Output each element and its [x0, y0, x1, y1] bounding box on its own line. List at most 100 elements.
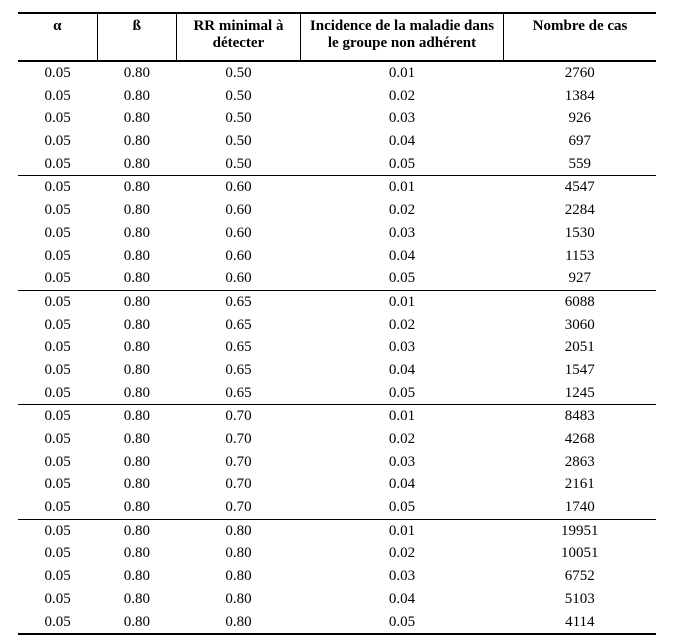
- cell-incidence: 0.05: [300, 153, 503, 176]
- table-row: 0.050.800.600.014547: [18, 176, 656, 199]
- table-row: 0.050.800.700.051740: [18, 496, 656, 519]
- col-header-beta: ß: [97, 13, 176, 61]
- cell-cas: 4268: [504, 428, 656, 451]
- cell-rr: 0.50: [176, 61, 300, 85]
- cell-incidence: 0.03: [300, 336, 503, 359]
- cell-incidence: 0.03: [300, 565, 503, 588]
- cell-beta: 0.80: [97, 290, 176, 313]
- cell-beta: 0.80: [97, 314, 176, 337]
- cell-beta: 0.80: [97, 359, 176, 382]
- cell-rr: 0.50: [176, 153, 300, 176]
- cell-cas: 5103: [504, 588, 656, 611]
- table-row: 0.050.800.500.012760: [18, 61, 656, 85]
- cell-rr: 0.70: [176, 496, 300, 519]
- cell-rr: 0.80: [176, 565, 300, 588]
- cell-cas: 10051: [504, 542, 656, 565]
- table-row: 0.050.800.700.024268: [18, 428, 656, 451]
- cell-beta: 0.80: [97, 496, 176, 519]
- cell-incidence: 0.02: [300, 314, 503, 337]
- table-header: α ß RR minimal à détecter Incidence de l…: [18, 13, 656, 61]
- cell-cas: 8483: [504, 405, 656, 428]
- cell-beta: 0.80: [97, 565, 176, 588]
- table-row: 0.050.800.600.022284: [18, 199, 656, 222]
- cell-rr: 0.50: [176, 107, 300, 130]
- col-header-alpha: α: [18, 13, 97, 61]
- cell-beta: 0.80: [97, 382, 176, 405]
- cell-rr: 0.80: [176, 519, 300, 542]
- table-row: 0.050.800.500.04697: [18, 130, 656, 153]
- cell-beta: 0.80: [97, 107, 176, 130]
- table-row: 0.050.800.700.032863: [18, 451, 656, 474]
- cell-rr: 0.80: [176, 611, 300, 635]
- cell-alpha: 0.05: [18, 107, 97, 130]
- cell-incidence: 0.04: [300, 359, 503, 382]
- cell-rr: 0.50: [176, 85, 300, 108]
- table-row: 0.050.800.600.041153: [18, 245, 656, 268]
- cell-incidence: 0.05: [300, 496, 503, 519]
- cell-beta: 0.80: [97, 473, 176, 496]
- table-group: 0.050.800.600.0145470.050.800.600.022284…: [18, 176, 656, 290]
- cell-cas: 1740: [504, 496, 656, 519]
- table-row: 0.050.800.800.0210051: [18, 542, 656, 565]
- cell-alpha: 0.05: [18, 176, 97, 199]
- table-row: 0.050.800.800.045103: [18, 588, 656, 611]
- cell-incidence: 0.04: [300, 473, 503, 496]
- cell-incidence: 0.01: [300, 290, 503, 313]
- cell-rr: 0.70: [176, 473, 300, 496]
- cell-rr: 0.70: [176, 451, 300, 474]
- cell-alpha: 0.05: [18, 428, 97, 451]
- cell-beta: 0.80: [97, 542, 176, 565]
- cell-incidence: 0.03: [300, 107, 503, 130]
- cell-alpha: 0.05: [18, 85, 97, 108]
- cell-alpha: 0.05: [18, 382, 97, 405]
- cell-beta: 0.80: [97, 267, 176, 290]
- cell-cas: 1245: [504, 382, 656, 405]
- sample-size-table: α ß RR minimal à détecter Incidence de l…: [18, 12, 656, 635]
- table-row: 0.050.800.650.032051: [18, 336, 656, 359]
- cell-alpha: 0.05: [18, 199, 97, 222]
- cell-cas: 926: [504, 107, 656, 130]
- cell-cas: 1153: [504, 245, 656, 268]
- cell-alpha: 0.05: [18, 588, 97, 611]
- table-group: 0.050.800.800.01199510.050.800.800.02100…: [18, 519, 656, 634]
- table-row: 0.050.800.600.05927: [18, 267, 656, 290]
- cell-rr: 0.80: [176, 588, 300, 611]
- col-header-cas: Nombre de cas: [504, 13, 656, 61]
- table-row: 0.050.800.650.016088: [18, 290, 656, 313]
- cell-incidence: 0.04: [300, 130, 503, 153]
- cell-incidence: 0.05: [300, 267, 503, 290]
- cell-rr: 0.65: [176, 382, 300, 405]
- cell-alpha: 0.05: [18, 314, 97, 337]
- cell-cas: 1384: [504, 85, 656, 108]
- cell-alpha: 0.05: [18, 473, 97, 496]
- cell-beta: 0.80: [97, 428, 176, 451]
- table-row: 0.050.800.650.023060: [18, 314, 656, 337]
- cell-alpha: 0.05: [18, 336, 97, 359]
- cell-incidence: 0.05: [300, 382, 503, 405]
- cell-rr: 0.60: [176, 267, 300, 290]
- table-row: 0.050.800.500.03926: [18, 107, 656, 130]
- table-row: 0.050.800.500.05559: [18, 153, 656, 176]
- cell-alpha: 0.05: [18, 542, 97, 565]
- cell-cas: 6752: [504, 565, 656, 588]
- cell-incidence: 0.01: [300, 405, 503, 428]
- cell-incidence: 0.03: [300, 451, 503, 474]
- cell-cas: 697: [504, 130, 656, 153]
- cell-incidence: 0.02: [300, 542, 503, 565]
- cell-beta: 0.80: [97, 451, 176, 474]
- cell-cas: 927: [504, 267, 656, 290]
- col-header-incidence: Incidence de la maladie dans le groupe n…: [300, 13, 503, 61]
- cell-cas: 19951: [504, 519, 656, 542]
- cell-alpha: 0.05: [18, 519, 97, 542]
- cell-rr: 0.65: [176, 359, 300, 382]
- cell-cas: 1547: [504, 359, 656, 382]
- cell-cas: 3060: [504, 314, 656, 337]
- cell-cas: 559: [504, 153, 656, 176]
- cell-alpha: 0.05: [18, 130, 97, 153]
- cell-cas: 6088: [504, 290, 656, 313]
- cell-cas: 2051: [504, 336, 656, 359]
- table-row: 0.050.800.700.042161: [18, 473, 656, 496]
- cell-cas: 4547: [504, 176, 656, 199]
- table-group: 0.050.800.500.0127600.050.800.500.021384…: [18, 61, 656, 176]
- cell-rr: 0.65: [176, 290, 300, 313]
